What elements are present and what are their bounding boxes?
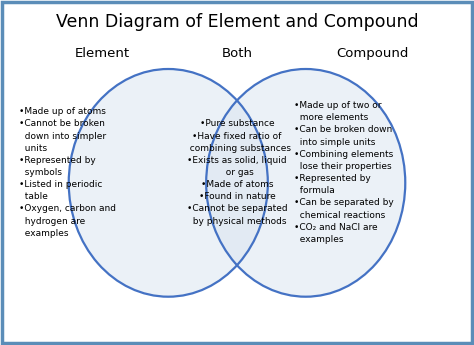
Text: Venn Diagram of Element and Compound: Venn Diagram of Element and Compound: [55, 13, 419, 31]
Text: Compound: Compound: [336, 47, 408, 60]
Text: Both: Both: [221, 47, 253, 60]
Text: Element: Element: [74, 47, 129, 60]
Text: •Made up of two or
  more elements
•Can be broken down
  into simple units
•Comb: •Made up of two or more elements •Can be…: [294, 101, 393, 244]
Text: •Made up of atoms
•Cannot be broken
  down into simpler
  units
•Represented by
: •Made up of atoms •Cannot be broken down…: [19, 107, 116, 238]
Text: •Pure substance
•Have fixed ratio of
  combining substances
•Exists as solid, li: •Pure substance •Have fixed ratio of com…: [183, 119, 291, 226]
Ellipse shape: [69, 69, 268, 297]
Ellipse shape: [206, 69, 405, 297]
